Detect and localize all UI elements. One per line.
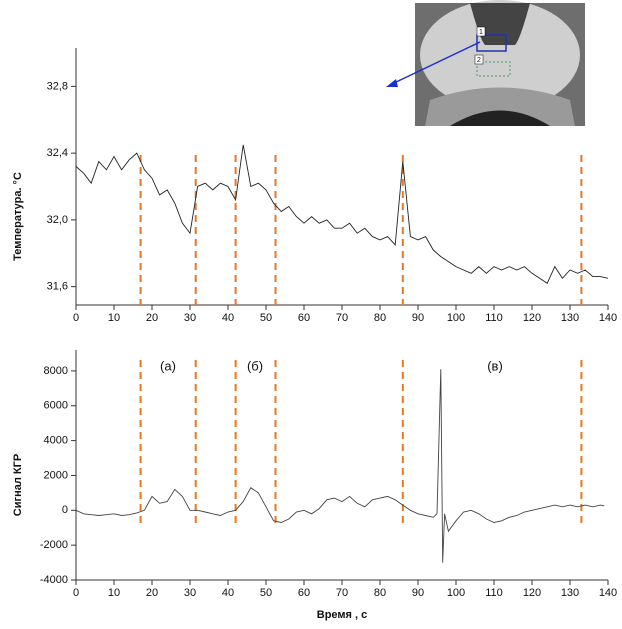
roi-2: [476, 61, 511, 77]
roi-badge: [474, 54, 484, 65]
x-tick-label: 140: [599, 312, 617, 324]
face: [420, 0, 580, 110]
x-axis-title: Время , с: [317, 609, 367, 621]
x-tick-label: 110: [485, 312, 503, 324]
x-tick-label: 60: [298, 587, 310, 599]
x-tick-label: 130: [561, 312, 579, 324]
x-tick-label: 70: [336, 587, 348, 599]
roi-badge: [476, 26, 486, 37]
annotation: (а): [160, 358, 176, 373]
x-tick-label: 10: [108, 312, 120, 324]
annotation: (в): [487, 358, 503, 373]
roi-label: 1: [479, 29, 483, 36]
x-tick-label: 100: [447, 312, 465, 324]
x-tick-label: 0: [73, 587, 79, 599]
arrow-head: [386, 79, 398, 87]
x-tick-label: 40: [222, 587, 234, 599]
x-tick-label: 90: [412, 312, 424, 324]
data-line: [75, 144, 609, 284]
x-tick-label: 120: [523, 587, 541, 599]
x-tick-label: 80: [374, 312, 386, 324]
y-tick-label: -2000: [40, 539, 68, 551]
mouth-area: [425, 87, 575, 126]
y-tick-label: 8000: [44, 365, 68, 377]
y-tick-label: 0: [62, 504, 68, 516]
x-tick-label: 120: [523, 312, 541, 324]
x-tick-label: 30: [184, 587, 196, 599]
thermal-inset: 1 2: [386, 0, 585, 126]
y-tick-label: -4000: [40, 574, 68, 586]
x-tick-label: 30: [184, 312, 196, 324]
y-axis-title: Сигнал КГР: [12, 454, 24, 516]
x-tick-label: 0: [73, 312, 79, 324]
x-tick-label: 60: [298, 312, 310, 324]
x-tick-label: 100: [447, 587, 465, 599]
arrow: [391, 41, 481, 85]
x-tick-label: 70: [336, 312, 348, 324]
mouth: [450, 110, 550, 126]
y-tick-label: 6000: [44, 400, 68, 412]
roi-label: 2: [477, 57, 481, 64]
x-tick-label: 140: [599, 587, 617, 599]
y-tick-label: 32,0: [47, 214, 68, 226]
x-tick-label: 50: [260, 587, 272, 599]
annotation: (б): [247, 358, 263, 373]
x-tick-label: 130: [561, 587, 579, 599]
y-tick-label: 4000: [44, 435, 68, 447]
x-tick-label: 50: [260, 312, 272, 324]
x-tick-label: 40: [222, 312, 234, 324]
y-axis-title: Температура. °C: [12, 172, 24, 261]
y-tick-label: 32,8: [47, 80, 68, 92]
data-line: [75, 369, 605, 563]
x-tick-label: 20: [146, 312, 158, 324]
y-tick-label: 31,6: [47, 281, 68, 293]
y-tick-label: 2000: [44, 469, 68, 481]
x-tick-label: 90: [412, 587, 424, 599]
x-tick-label: 10: [108, 587, 120, 599]
x-tick-label: 80: [374, 587, 386, 599]
x-tick-label: 20: [146, 587, 158, 599]
x-tick-label: 110: [485, 587, 503, 599]
y-tick-label: 32,4: [47, 147, 68, 159]
